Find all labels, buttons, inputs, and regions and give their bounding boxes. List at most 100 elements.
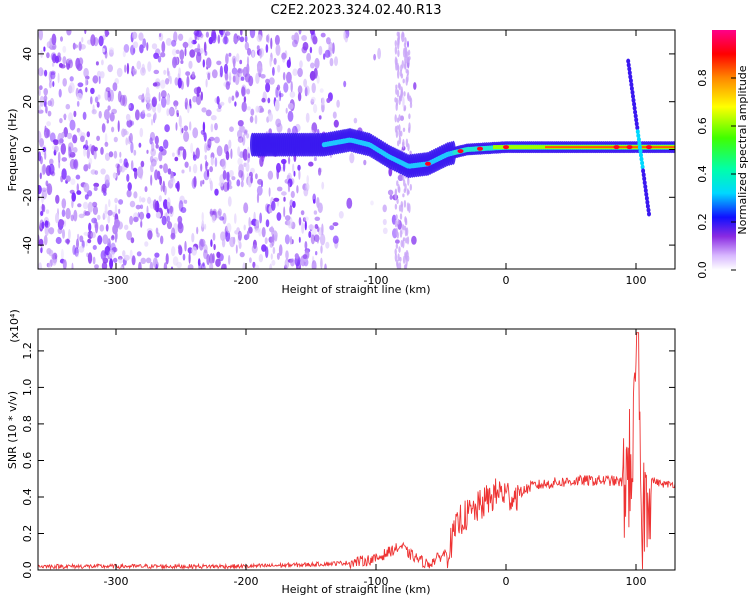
spectrogram-cell [271,235,275,247]
spectrogram-cell [233,37,239,44]
spectrogram-streak [632,101,637,107]
spectrogram-cell [243,202,249,214]
spectrogram-cell [382,218,387,226]
spectrogram-cell [305,112,310,123]
spectrogram-cell [109,49,114,57]
spectrogram-cell [399,229,403,238]
spectrogram-cell [201,107,207,113]
spectrogram-cell [310,96,316,102]
spectrogram-cell [285,107,288,114]
spectrogram-cell [300,210,305,216]
spectrogram-streak [631,97,636,103]
spectrogram-cell [71,192,76,202]
spectrogram-cell [85,78,88,86]
spectrogram-cell [154,135,159,145]
spectrogram-cell [237,230,242,241]
spectrogram-cell [319,88,324,93]
spectrogram-cell [147,196,152,204]
spectrogram-cell [76,190,82,195]
spectrogram-cell [175,182,179,189]
spectrogram-cell [113,257,118,263]
spectrogram-streak [640,164,645,170]
snr-y-axis-label: SNR (10 * v/v) [6,391,19,469]
spectrogram-cell [41,221,45,229]
spectrogram-cell [303,187,309,197]
spectrogram-cell [256,192,260,204]
spectrogram-cell [258,227,262,237]
spectrogram-cell [168,108,174,116]
spectrogram-cell [399,256,402,262]
spectrogram-cell [79,235,84,243]
spectrogram-cell [133,216,139,223]
spectrogram-cell [90,96,93,105]
spectrogram-cell [265,219,270,228]
spectrogram-cell [216,251,221,258]
spectrogram-cell [114,204,118,215]
spectrogram-cell [184,240,187,252]
spectrogram-cell [399,69,403,77]
spectrogram-cell [98,110,102,119]
spectrogram-cell [298,169,301,180]
spectrogram-cell [62,78,67,87]
spectrogram-cell [403,105,407,111]
spectrogram-cell [126,230,132,241]
spectrogram-cell [157,103,162,113]
spectrogram-cell [205,78,208,88]
spectrogram-cell [111,126,115,133]
spectrogram-cell [98,35,104,47]
spectrogram-cell [83,182,90,193]
spectrogram-cell [140,160,145,168]
spectrogram-cell [402,96,405,109]
spectrogram-cell [43,99,47,108]
spectrogram-cell [395,129,399,139]
spectrogram-cell [406,69,410,76]
spectrogram-cell [301,222,305,234]
spectrogram-cell [117,90,122,103]
spectrogram-cell [288,156,291,165]
spectrogram-cell [274,99,280,112]
spectrogram-cell [170,177,176,184]
spectrogram-cell [228,139,232,149]
spectrogram-cell [171,48,177,56]
spectrogram-cell [200,163,203,172]
spectrogram-cell [78,41,82,51]
spectrogram-cell [107,214,111,224]
spectrogram-streak [628,78,633,84]
spectrogram-cell [343,80,347,88]
spectrogram-cell [126,119,133,128]
spectrogram-cell [104,174,110,184]
spectrogram-cell [83,164,89,172]
spectrogram-cell [273,197,280,202]
spectrogram-cell [188,37,194,49]
spectrogram-cell [83,147,87,157]
spectrogram-streak [642,180,647,186]
spectrogram-cell [60,36,63,42]
spectrogram-cell [274,34,280,46]
spectrogram-cell [38,238,44,247]
spectrogram-cell [39,172,42,180]
spectrogram-cell [395,239,400,244]
spectrogram-cell [54,55,60,64]
spectrogram-cell [254,114,258,125]
spectrogram-cell [397,253,400,262]
spectrogram-cell [311,260,317,269]
spectrogram-cell [168,106,175,117]
spectrogram-cell [353,117,358,124]
spectrogram-cell [93,146,98,152]
spectrogram-cell [57,72,60,84]
spectrogram-cell [38,67,44,77]
spectrogram-cell [192,127,199,139]
spectrogram-cell [151,97,157,108]
spectrogram-cell [258,254,264,263]
spectrogram-cell [51,254,56,260]
spectrogram-cell [154,169,159,181]
spectrogram-streak [641,168,646,174]
spectrogram-cell [407,92,410,100]
spectrogram-cell [246,63,250,75]
spectrogram-cell [237,136,244,143]
spectrogram-cell [256,65,263,74]
spectrogram-cell [234,213,237,224]
spectrogram-cell [398,246,401,253]
spectrogram-cell [396,31,399,37]
spectrogram-cell [160,184,163,192]
